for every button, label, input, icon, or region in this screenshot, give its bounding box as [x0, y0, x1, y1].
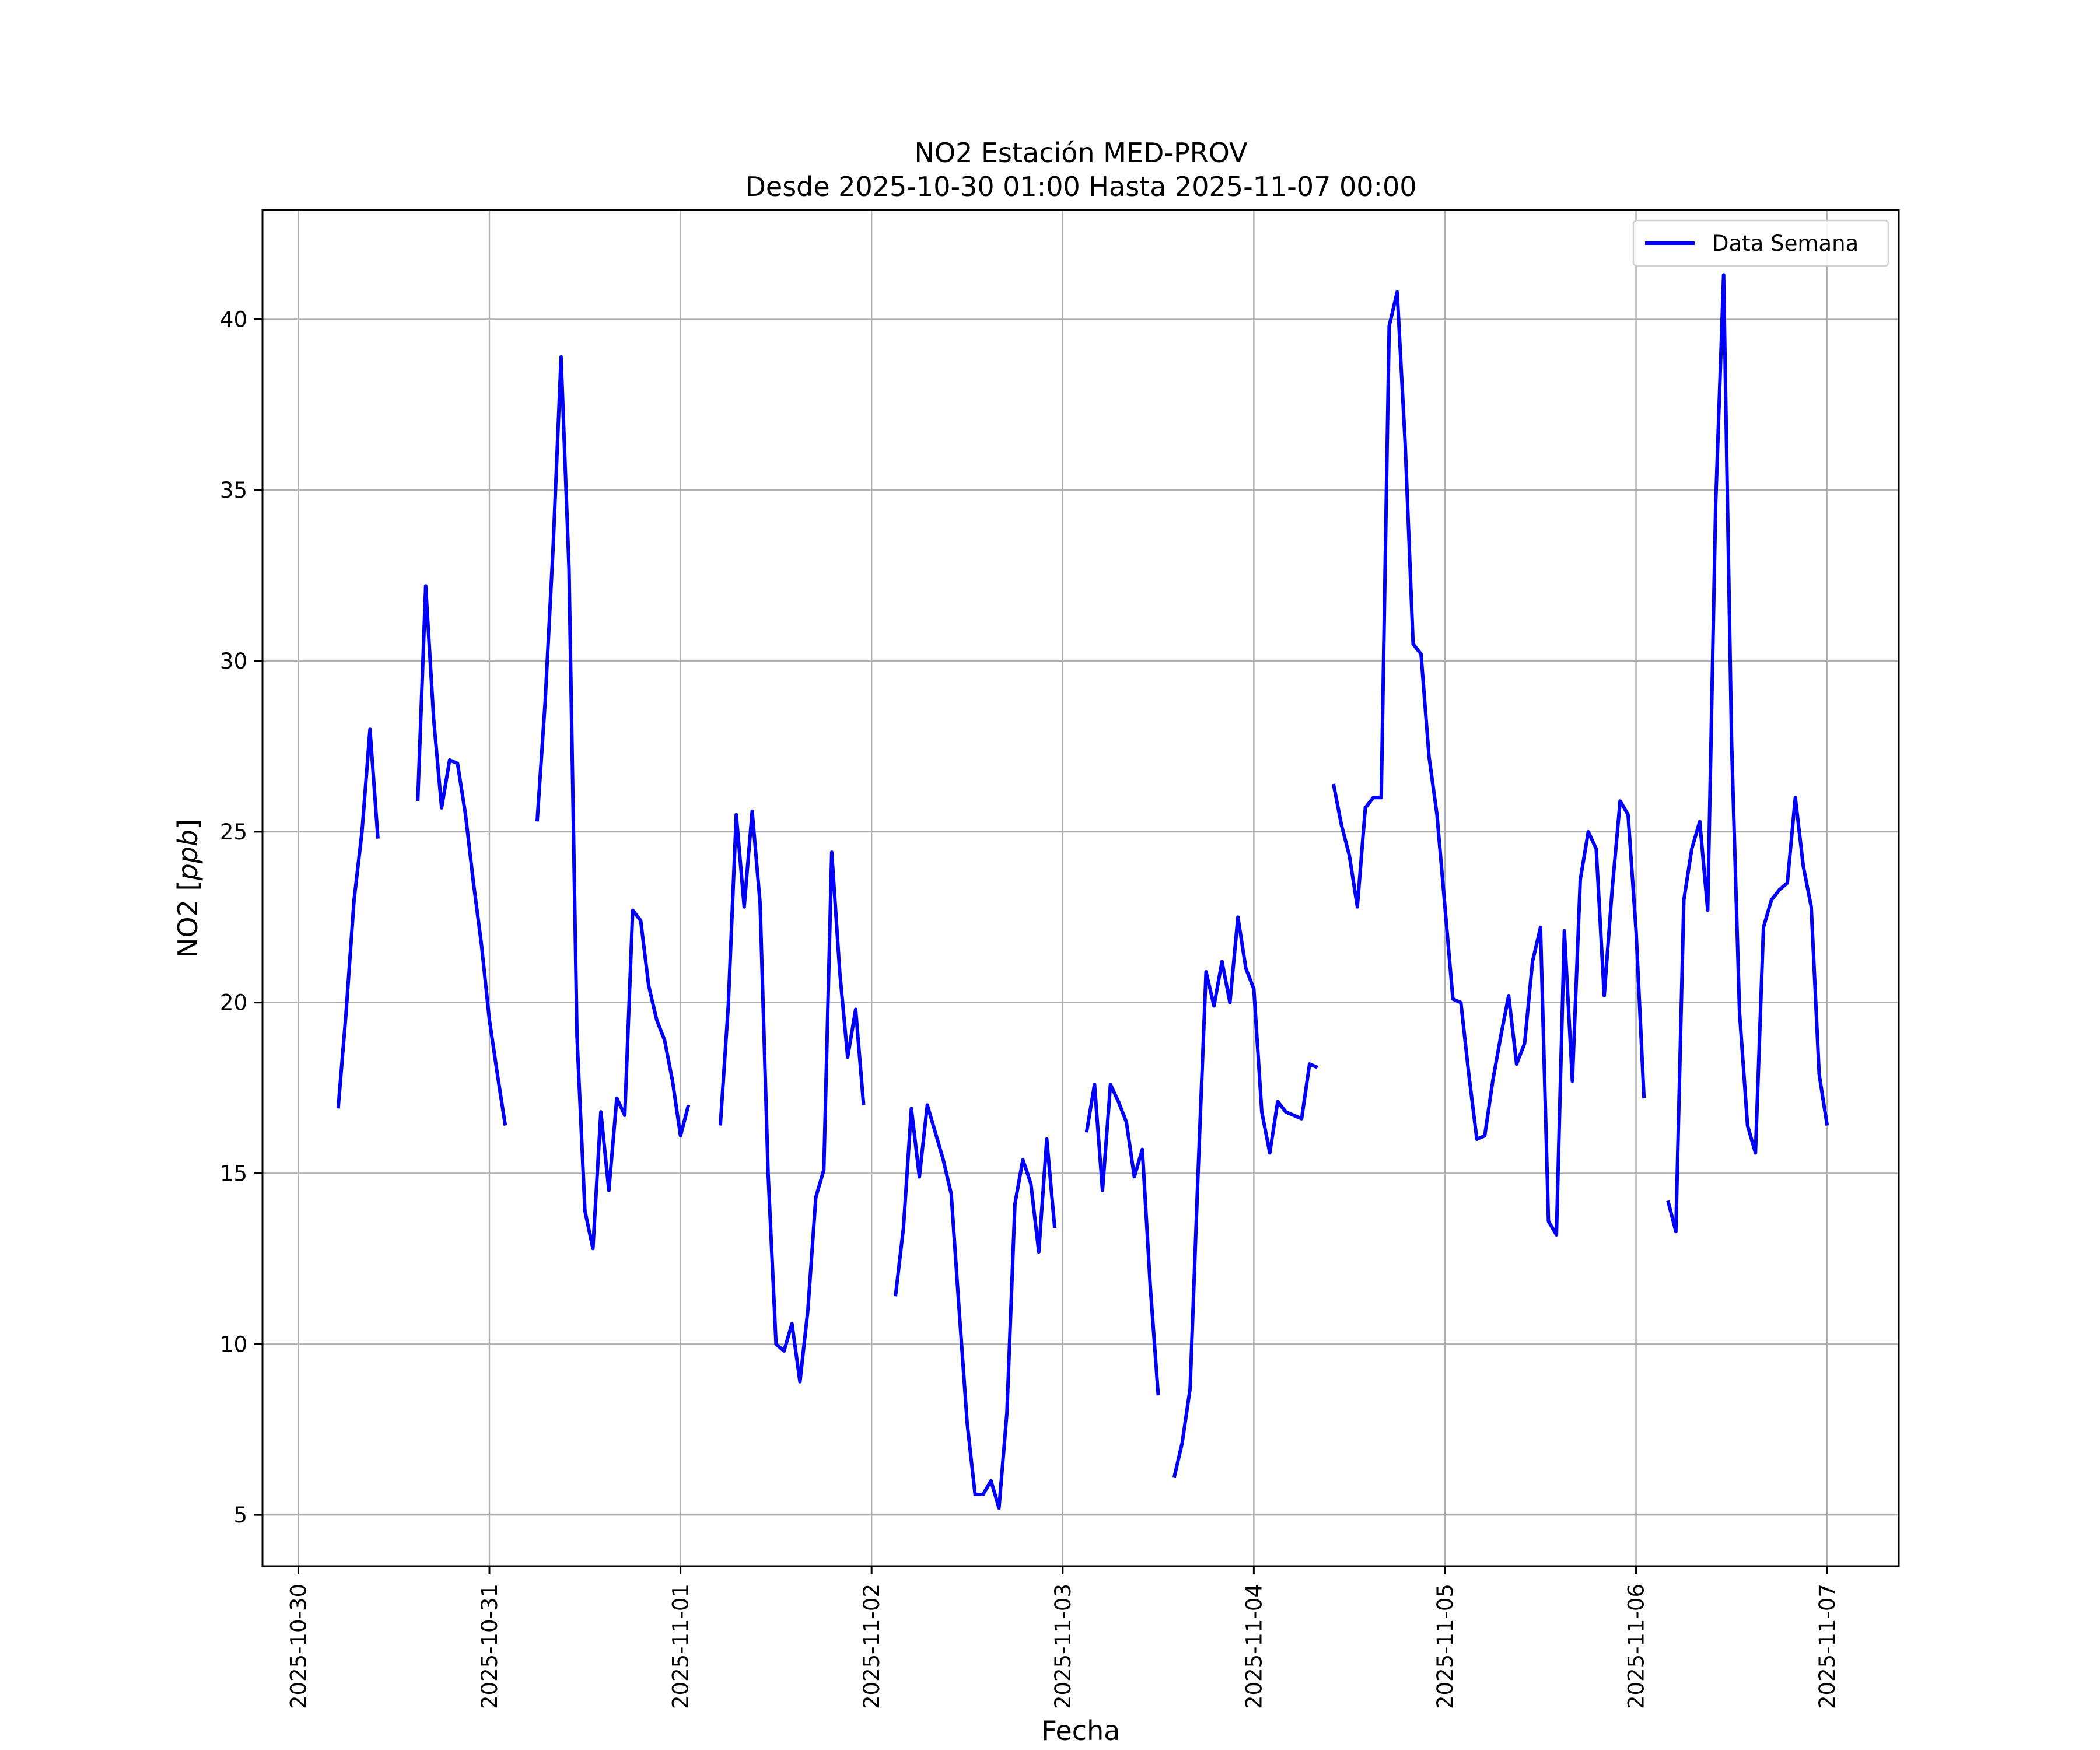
- legend-label: Data Semana: [1712, 231, 1859, 256]
- y-tick-label: 15: [220, 1161, 247, 1186]
- x-tick-label: 2025-11-04: [1241, 1584, 1266, 1709]
- x-tick-label: 2025-10-30: [286, 1584, 311, 1709]
- x-tick-label: 2025-11-05: [1433, 1584, 1458, 1709]
- series-line-segment: [1331, 290, 1646, 1237]
- x-axis-label: Fecha: [1042, 1715, 1121, 1746]
- y-axis-label-main: NO2: [172, 900, 204, 958]
- x-tick-label: 2025-11-02: [859, 1584, 884, 1709]
- y-tick-label: 35: [220, 478, 247, 503]
- y-tick-label: 30: [220, 649, 247, 674]
- series-line-segment: [1172, 915, 1318, 1478]
- y-tick-label: 40: [220, 307, 247, 332]
- legend-box: [1632, 219, 1889, 267]
- series-line-segment: [416, 584, 508, 1126]
- y-axis: 5 10 15 20 25 30 35 40: [220, 307, 262, 1528]
- y-tick-label: 10: [220, 1332, 247, 1357]
- series-line-segment: [894, 1103, 1057, 1510]
- series-line-segment: [1084, 1083, 1160, 1396]
- plot-area-frame: [261, 209, 1900, 1567]
- chart-title: NO2 Estación MED-PROV: [914, 137, 1248, 169]
- x-axis: 2025-10-30 2025-10-31 2025-11-01 2025-11-02…: [286, 1566, 1840, 1709]
- series-line-segment: [1666, 273, 1829, 1234]
- series-layer: [336, 273, 1829, 1510]
- y-tick-label: 25: [220, 820, 247, 845]
- x-tick-label: 2025-10-31: [477, 1584, 502, 1709]
- y-tick-label: 5: [233, 1503, 247, 1528]
- series-line-segment: [718, 809, 866, 1384]
- y-axis-label-unit: ppb: [172, 830, 204, 881]
- series-line-segment: [336, 727, 380, 1109]
- x-tick-label: 2025-11-07: [1815, 1584, 1840, 1709]
- x-tick-label: 2025-11-06: [1624, 1584, 1649, 1709]
- legend: Data Semana: [1632, 219, 1889, 267]
- x-tick-label: 2025-11-01: [668, 1584, 694, 1709]
- x-tick-label: 2025-11-03: [1051, 1584, 1076, 1709]
- y-axis-label: NO2 [ppb]: [172, 819, 204, 958]
- series-line-segment: [535, 355, 691, 1251]
- chart-subtitle: Desde 2025-10-30 01:00 Hasta 2025-11-07 …: [745, 171, 1416, 202]
- y-tick-label: 20: [220, 991, 247, 1016]
- grid-lines: [262, 210, 1899, 1566]
